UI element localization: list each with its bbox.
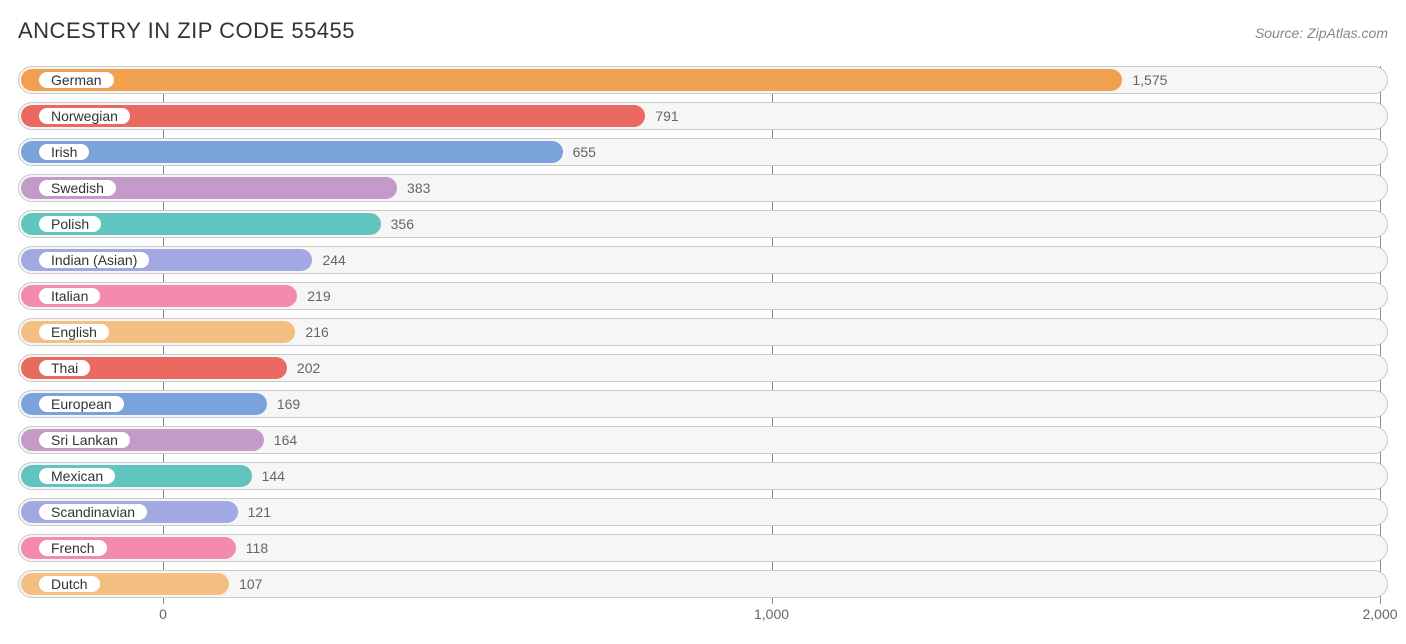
chart-bar-value: 164 (264, 427, 297, 453)
chart-row: Norwegian 791 (18, 102, 1388, 130)
chart-bar (21, 141, 563, 163)
chart-bar-value: 107 (229, 571, 262, 597)
x-axis-tick (772, 598, 773, 604)
chart-bar-label: Norwegian (37, 106, 132, 126)
chart-row: Swedish 383 (18, 174, 1388, 202)
chart-bar (21, 69, 1122, 91)
chart-row: Polish 356 (18, 210, 1388, 238)
chart-bar-label: Dutch (37, 574, 102, 594)
chart-bar-value: 121 (238, 499, 271, 525)
chart-row: Scandinavian 121 (18, 498, 1388, 526)
chart-bar-value: 655 (563, 139, 596, 165)
chart-bar-label: Scandinavian (37, 502, 149, 522)
chart-bar-value: 216 (295, 319, 328, 345)
chart-bar-value: 118 (236, 535, 268, 561)
chart-bar-label: Swedish (37, 178, 118, 198)
chart-bar-label: French (37, 538, 109, 558)
chart-bar-label: Italian (37, 286, 102, 306)
chart-bar-value: 144 (252, 463, 285, 489)
chart-bar-label: German (37, 70, 116, 90)
chart-bar-label: Thai (37, 358, 92, 378)
chart-bar-value: 383 (397, 175, 430, 201)
chart-row: Indian (Asian) 244 (18, 246, 1388, 274)
chart-bar-value: 244 (312, 247, 345, 273)
chart-row: French 118 (18, 534, 1388, 562)
chart-bar-value: 169 (267, 391, 300, 417)
x-axis-tick-label: 2,000 (1362, 606, 1397, 622)
x-axis-tick (163, 598, 164, 604)
chart-bar-label: English (37, 322, 111, 342)
chart-row: Mexican 144 (18, 462, 1388, 490)
chart-row: German 1,575 (18, 66, 1388, 94)
chart-bar-label: Sri Lankan (37, 430, 132, 450)
chart-bar-label: Polish (37, 214, 103, 234)
chart-row: Sri Lankan 164 (18, 426, 1388, 454)
chart-bar-value: 791 (645, 103, 678, 129)
chart-row: Thai 202 (18, 354, 1388, 382)
chart-row: English 216 (18, 318, 1388, 346)
chart-plot-area: German 1,575 Norwegian 791 Irish 655 Swedish 38… (18, 66, 1388, 598)
chart-source: Source: ZipAtlas.com (1255, 25, 1388, 41)
x-axis-tick (1380, 598, 1381, 604)
chart-bar-value: 219 (297, 283, 330, 309)
chart-bar-label: Indian (Asian) (37, 250, 151, 270)
chart-x-axis: 01,0002,000 (18, 598, 1388, 626)
chart-row: Dutch 107 (18, 570, 1388, 598)
chart-title: ANCESTRY IN ZIP CODE 55455 (18, 18, 355, 44)
chart-row: Italian 219 (18, 282, 1388, 310)
chart-row: European 169 (18, 390, 1388, 418)
chart-bar-label: Irish (37, 142, 91, 162)
chart-bar-label: Mexican (37, 466, 117, 486)
chart-bar-value: 202 (287, 355, 320, 381)
x-axis-tick-label: 0 (159, 606, 167, 622)
ancestry-bar-chart: German 1,575 Norwegian 791 Irish 655 Swedish 38… (18, 66, 1388, 626)
chart-row: Irish 655 (18, 138, 1388, 166)
chart-bar-label: European (37, 394, 126, 414)
chart-bar-value: 356 (381, 211, 414, 237)
chart-bar-value: 1,575 (1122, 67, 1167, 93)
x-axis-tick-label: 1,000 (754, 606, 789, 622)
chart-header: ANCESTRY IN ZIP CODE 55455 Source: ZipAt… (18, 18, 1388, 44)
